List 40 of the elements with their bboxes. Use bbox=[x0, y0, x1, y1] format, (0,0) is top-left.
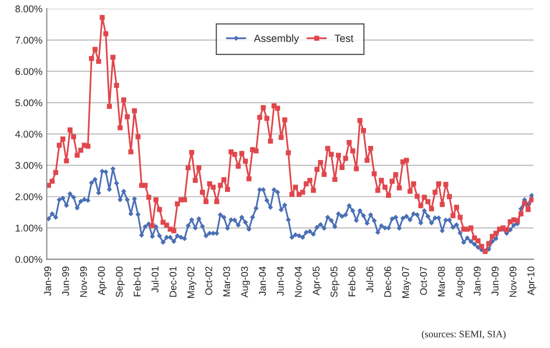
x-tick-label: May-07 bbox=[402, 266, 411, 298]
x-tick-label: May-02 bbox=[187, 266, 196, 298]
x-tick-label: Aug-03 bbox=[241, 266, 250, 298]
x-tick-label: Dec-06 bbox=[384, 266, 392, 297]
x-tick-label: Apr-05 bbox=[312, 266, 322, 296]
x-tick-label: Oct-02 bbox=[205, 266, 212, 295]
x-tick-label: Nov-04 bbox=[294, 266, 302, 297]
x-tick-label: Mar-03 bbox=[223, 266, 230, 296]
x-tick-label: Sep-00 bbox=[116, 266, 125, 298]
y-tick-label: 2.00% bbox=[16, 193, 42, 200]
y-tick-label: 6.00% bbox=[16, 68, 42, 75]
text: (sources: SEMI, SIA) bbox=[422, 330, 506, 340]
y-tick-label: 7.00% bbox=[16, 36, 42, 44]
x-tick-label: Dec-01 bbox=[170, 266, 176, 297]
y-tick-label: 4.00% bbox=[15, 130, 42, 138]
legend-label: Assembly bbox=[254, 34, 299, 44]
y-tick-label: 0.00% bbox=[15, 256, 42, 263]
x-tick-label: Feb-06 bbox=[348, 266, 356, 296]
x-tick-label: Oct-07 bbox=[420, 266, 427, 295]
y-tick-label: 8.00% bbox=[15, 5, 42, 12]
x-tick-label: Jun-09 bbox=[492, 266, 499, 296]
x-tick-label: Apr-00 bbox=[98, 266, 107, 296]
x-tick-label: Jun-99 bbox=[62, 266, 70, 296]
x-tick-label: Nov-99 bbox=[80, 266, 87, 297]
x-tick-label: Jan-09 bbox=[474, 266, 481, 296]
y-tick-label: 5.00% bbox=[15, 99, 42, 106]
x-tick-label: Mar-08 bbox=[438, 266, 445, 296]
x-tick-label: Jul-01 bbox=[151, 266, 159, 293]
legend-label: Test bbox=[334, 34, 354, 42]
x-tick-label: Apr-10 bbox=[527, 266, 536, 296]
x-tick-label: Jun-04 bbox=[276, 266, 284, 296]
x-tick-label: Nov-09 bbox=[510, 266, 516, 297]
x-tick-label: Aug-08 bbox=[456, 266, 465, 298]
x-tick-label: Sep-05 bbox=[330, 266, 340, 298]
x-tick-label: Feb-01 bbox=[133, 266, 141, 296]
y-tick-label: 3.00% bbox=[15, 162, 42, 169]
x-tick-label: Jul-06 bbox=[366, 266, 374, 293]
x-tick-label: Jan-04 bbox=[259, 266, 266, 296]
x-tick-label: Jan-99 bbox=[44, 266, 52, 296]
y-tick-label: 1.00% bbox=[16, 224, 42, 232]
